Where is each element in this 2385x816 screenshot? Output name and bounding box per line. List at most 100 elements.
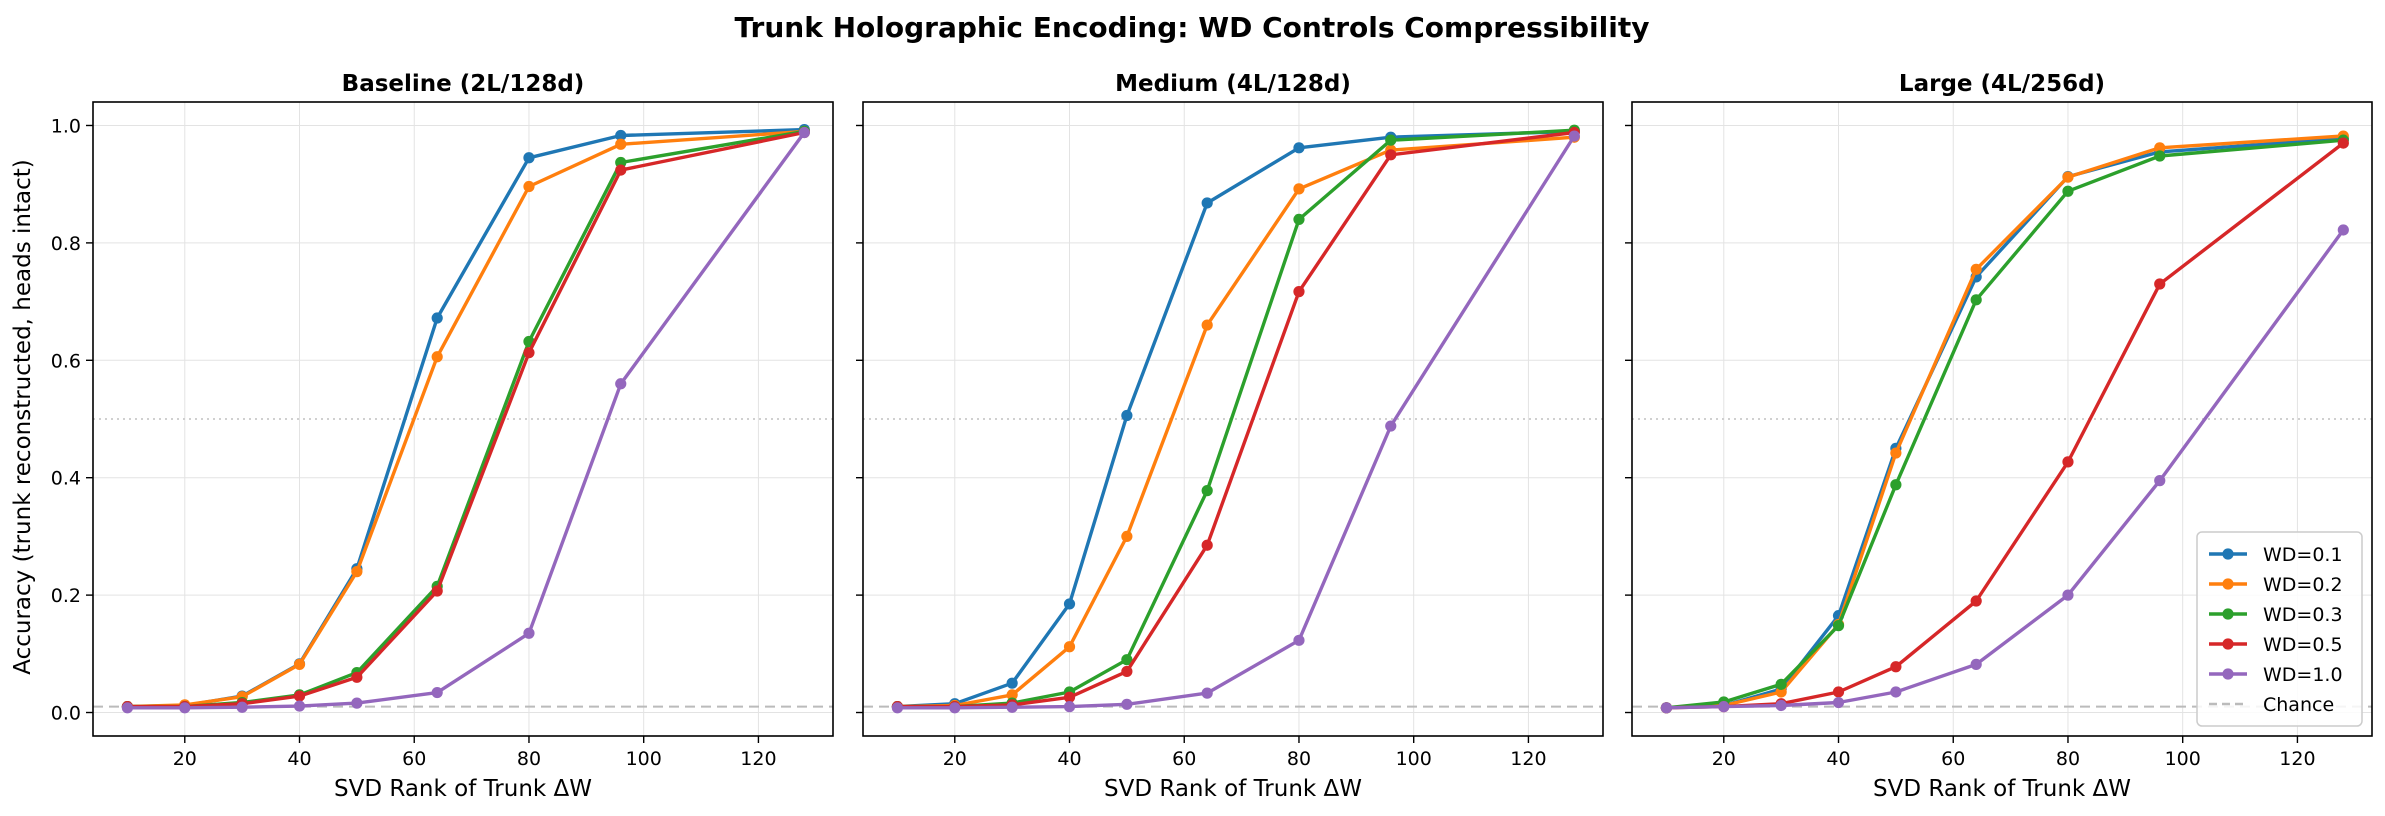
x-tick-label: 100	[1396, 748, 1432, 770]
legend-label: WD=0.5	[2263, 634, 2343, 656]
x-tick-label: 80	[517, 748, 541, 770]
data-point	[1293, 183, 1305, 195]
y-axis-label: Accuracy (trunk reconstructed, heads int…	[10, 159, 36, 674]
x-tick-label: 100	[2165, 748, 2201, 770]
data-point	[615, 164, 627, 176]
data-point	[1775, 678, 1787, 690]
grid	[93, 102, 833, 736]
x-tick-label: 20	[943, 748, 967, 770]
data-point	[1201, 539, 1213, 551]
data-point	[1063, 701, 1076, 713]
x-axis-label: SVD Rank of Trunk ΔW	[1873, 776, 2131, 802]
data-point	[1775, 699, 1787, 712]
panel-title: Large (4L/256d)	[1899, 71, 2105, 97]
x-tick-label: 60	[1172, 748, 1196, 770]
legend-entry-wd-0-3: WD=0.3	[2209, 604, 2343, 626]
data-point	[1385, 420, 1397, 432]
data-point	[1890, 661, 1902, 673]
data-point	[293, 690, 306, 702]
data-point	[2337, 137, 2349, 149]
data-point	[1201, 485, 1213, 497]
data-point	[2062, 456, 2074, 468]
plot-frame	[92, 101, 834, 737]
data-point	[1201, 197, 1213, 209]
plot-frame	[1631, 101, 2373, 737]
panel-2: Medium (4L/128d) 20 40 60 80 100 120 SVD Rank o…	[856, 71, 1604, 802]
data-point	[2337, 224, 2349, 236]
y-tick-label: 1.0	[51, 115, 81, 137]
data-point	[615, 129, 627, 142]
series-wd-0-2	[891, 131, 1580, 713]
legend-label: WD=0.2	[2263, 574, 2343, 596]
x-tick-label: 40	[287, 748, 311, 770]
data-point	[431, 686, 443, 699]
series-line	[127, 131, 806, 710]
data-point	[1890, 447, 1902, 459]
data-point	[1201, 687, 1213, 699]
data-point	[1293, 286, 1305, 298]
data-point	[236, 701, 248, 713]
data-point	[2154, 142, 2166, 154]
data-point	[351, 566, 363, 578]
legend-marker	[2222, 608, 2234, 620]
data-point	[431, 351, 443, 363]
x-axis-label: SVD Rank of Trunk ΔW	[1104, 776, 1362, 802]
legend-entry-wd-1-0: WD=1.0	[2209, 664, 2343, 686]
legend-marker	[2222, 638, 2234, 650]
series-wd-1-0	[1660, 224, 2349, 714]
legend-box	[2196, 531, 2363, 727]
legend-marker	[2222, 548, 2234, 560]
data-point	[1385, 149, 1397, 161]
x-tick-label: 60	[1941, 748, 1965, 770]
legend-label: Chance	[2263, 694, 2334, 716]
data-point	[949, 702, 961, 714]
data-point	[1293, 142, 1305, 154]
data-point	[1890, 479, 1902, 491]
data-point	[1832, 620, 1845, 632]
x-tick-label: 20	[1712, 748, 1736, 770]
panel-title: Baseline (2L/128d)	[342, 71, 585, 97]
x-tick-label: 100	[626, 748, 662, 770]
x-tick-label: 120	[2279, 748, 2315, 770]
y-tick-label: 0.0	[51, 703, 81, 725]
data-point	[1063, 641, 1076, 653]
panel-1: Baseline (2L/128d) 20 40 60 80 100 120 0.0 0.2 0.…	[51, 71, 834, 802]
data-point	[1970, 595, 1982, 607]
data-point	[1293, 213, 1305, 226]
data-point	[1121, 409, 1133, 422]
data-point	[1970, 294, 1982, 306]
legend-entry-wd-0-5: WD=0.5	[2209, 634, 2343, 656]
data-point	[523, 627, 535, 639]
data-point	[1063, 598, 1076, 610]
data-point	[1718, 701, 1730, 713]
data-point	[431, 585, 443, 597]
x-tick-label: 80	[2056, 748, 2080, 770]
data-point	[2062, 171, 2074, 183]
data-point	[798, 126, 810, 139]
y-tick-label: 0.4	[51, 468, 81, 490]
data-point	[1121, 698, 1133, 710]
legend-label: WD=0.1	[2263, 544, 2343, 566]
data-point	[1063, 691, 1076, 703]
data-point	[351, 697, 363, 709]
data-point	[1201, 319, 1213, 331]
x-tick-label: 80	[1287, 748, 1311, 770]
legend: WD=0.1 WD=0.2 WD=0.3 WD=0.5 WD=1.0 Chance	[2196, 531, 2363, 727]
series-wd-1-0	[121, 126, 810, 714]
data-point	[615, 138, 627, 150]
data-point	[2062, 185, 2074, 197]
data-point	[1293, 634, 1305, 646]
plot-frame	[862, 101, 1604, 737]
data-point	[2062, 589, 2074, 601]
x-tick-label: 120	[1510, 748, 1546, 770]
y-tick-label: 0.2	[51, 585, 81, 607]
x-axis-label: SVD Rank of Trunk ΔW	[334, 776, 592, 802]
x-tick-label: 120	[740, 748, 776, 770]
data-point	[523, 180, 535, 193]
grid	[863, 102, 1603, 736]
data-point	[1970, 658, 1982, 670]
data-point	[1568, 130, 1580, 142]
legend-marker	[2222, 578, 2234, 590]
x-tick-label: 60	[402, 748, 426, 770]
data-point	[179, 702, 191, 714]
